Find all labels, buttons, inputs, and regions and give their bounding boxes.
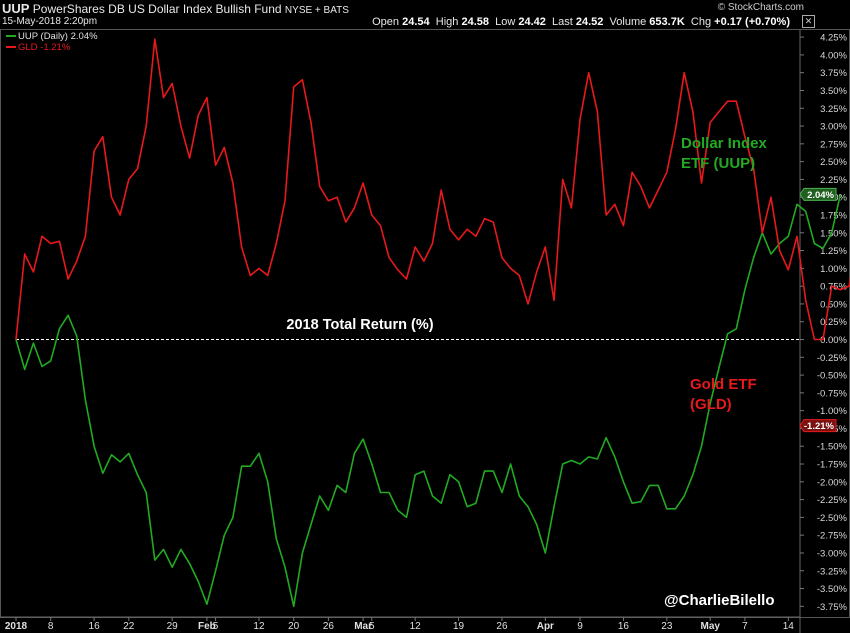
x-tick-label: 2018 [5,621,28,632]
y-tick-label: -0.50% [817,371,848,382]
uup-last-value-tag-box [799,187,837,201]
gld-last-value-tag: -1.21% [804,421,835,432]
y-tick-label: 0.25% [820,317,847,328]
quote-label-volume: Volume [609,16,647,28]
legend-item-uup: UUP (Daily) 2.04% [6,31,98,42]
quote-label-chg: Chg [690,16,712,28]
x-tick-label: 8 [48,621,54,632]
quote-label-open: Open [372,16,400,28]
close-icon[interactable]: ✕ [802,15,815,28]
uup-annotation-line2: ETF (UUP) [681,155,755,172]
x-tick-label: 23 [661,621,673,632]
quote-label-low: Low [495,16,516,28]
gld-line [15,38,850,341]
x-tick-label: 16 [89,621,101,632]
quote-label-last: Last [552,16,573,28]
chart-legend: UUP (Daily) 2.04% GLD -1.21% [6,31,98,53]
y-tick-label: -3.75% [817,602,848,613]
y-tick-label: 4.25% [820,33,847,44]
y-tick-label: -2.75% [817,531,848,542]
gld-last-value-tag-box [799,419,837,433]
y-tick-label: 0.50% [820,299,847,310]
x-tick-label: Feb [198,621,216,632]
x-tick-label: 26 [323,621,335,632]
quote-values: Open 24.54 High 24.58 Low 24.42 Last 24.… [372,16,790,28]
x-tick-label: 5 [369,621,375,632]
quote-value-volume: 653.7K [649,16,685,28]
y-tick-label: 3.50% [820,86,847,97]
x-tick-label: 12 [253,621,265,632]
quote-value-low: 24.42 [518,16,546,28]
y-tick-label: 0.00% [820,335,847,346]
y-tick-label: 1.50% [820,228,847,239]
x-tick-label: 29 [167,621,179,632]
x-tick-label: 19 [453,621,465,632]
y-tick-label: 2.50% [820,157,847,168]
x-tick-label: 12 [410,621,422,632]
stockcharts-logo: © StockCharts.com [717,2,804,13]
quote-value-chg: +0.17 (+0.70%) [714,16,790,28]
y-tick-label: -1.50% [817,442,848,453]
x-tick-label: 20 [288,621,300,632]
y-tick-label: -1.00% [817,406,848,417]
x-tick-label: Mar [354,621,372,632]
y-tick-label: 2.75% [820,139,847,150]
quote-label-high: High [435,16,459,28]
y-tick-label: -2.00% [817,477,848,488]
x-tick-label: 26 [496,621,508,632]
x-tick-label: 16 [618,621,630,632]
quote-value-open: 24.54 [402,16,430,28]
y-tick-label: -3.50% [817,584,848,595]
legend-swatch-uup [6,35,16,38]
y-tick-label: 2.25% [820,175,847,186]
y-tick-label: -2.50% [817,513,848,524]
y-tick-label: 1.25% [820,246,847,257]
y-tick-label: -2.25% [817,495,848,506]
x-tick-label: 5 [213,621,219,632]
x-tick-label: May [700,621,720,632]
y-tick-label: -1.75% [817,460,848,471]
y-tick-label: 3.25% [820,104,847,115]
x-tick-label: 9 [577,621,583,632]
fund-name: PowerShares DB US Dollar Index Bullish F… [32,2,282,16]
legend-swatch-gld [6,46,16,49]
exchange-label: NYSE + BATS [284,5,349,16]
ticker-symbol: UUP [2,1,30,16]
quote-value-high: 24.58 [461,16,489,28]
x-tick-label: 22 [123,621,135,632]
y-tick-label: -3.00% [817,548,848,559]
x-tick-label: Apr [537,621,554,632]
y-tick-label: -0.25% [817,353,848,364]
y-tick-label: 4.00% [820,50,847,61]
y-tick-label: 1.00% [820,264,847,275]
chart-annotation-title: 2018 Total Return (%) [286,317,433,333]
gld-annotation-line1: Gold ETF [690,376,757,393]
uup-last-value-tag: 2.04% [807,190,834,201]
x-tick-label: 14 [783,621,795,632]
uup-annotation-line1: Dollar Index [681,135,768,152]
chart-title-line: UUP PowerShares DB US Dollar Index Bulli… [2,1,349,16]
legend-item-gld: GLD -1.21% [6,42,98,53]
uup-line [15,194,842,608]
chart-header: UUP PowerShares DB US Dollar Index Bulli… [0,0,850,30]
y-tick-label: -3.25% [817,566,848,577]
y-tick-label: -0.75% [817,388,848,399]
gld-annotation-line2: (GLD) [690,396,732,413]
quote-date: 15-May-2018 2:20pm [2,16,98,27]
legend-label-uup: UUP (Daily) 2.04% [18,31,98,42]
quote-value-last: 24.52 [575,16,604,28]
y-tick-label: 3.00% [820,122,847,133]
y-tick-label: 3.75% [820,68,847,79]
x-tick-label: 7 [742,621,748,632]
y-tick-label: 1.75% [820,210,847,221]
legend-label-gld: GLD -1.21% [18,42,71,53]
author-credit: @CharlieBilello [664,592,775,609]
